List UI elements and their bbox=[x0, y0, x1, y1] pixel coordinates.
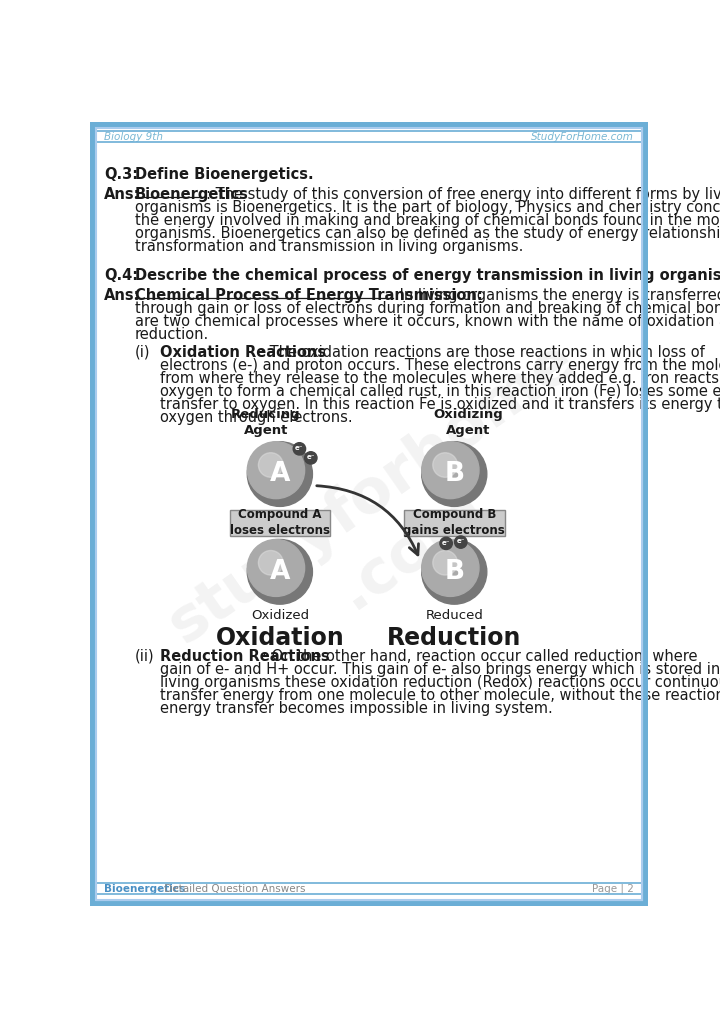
Text: are two chemical processes where it occurs, known with the name of oxidation and: are two chemical processes where it occu… bbox=[135, 314, 720, 329]
Text: Page | 2: Page | 2 bbox=[592, 884, 634, 895]
Text: studyforhome
.com: studyforhome .com bbox=[158, 331, 626, 712]
FancyBboxPatch shape bbox=[230, 510, 330, 536]
Text: Define Bioenergetics.: Define Bioenergetics. bbox=[135, 167, 314, 182]
Text: electrons (e-) and proton occurs. These electrons carry energy from the molecule: electrons (e-) and proton occurs. These … bbox=[160, 357, 720, 373]
Text: Q.3:: Q.3: bbox=[104, 167, 138, 182]
Circle shape bbox=[433, 453, 457, 477]
Text: Reducing
Agent: Reducing Agent bbox=[231, 408, 301, 437]
Text: through gain or loss of electrons during formation and breaking of chemical bond: through gain or loss of electrons during… bbox=[135, 300, 720, 316]
Circle shape bbox=[422, 540, 479, 597]
Text: B: B bbox=[444, 559, 464, 584]
Text: energy transfer becomes impossible in living system.: energy transfer becomes impossible in li… bbox=[160, 701, 552, 717]
Circle shape bbox=[258, 551, 283, 575]
Text: : The oxidation reactions are those reactions in which loss of: : The oxidation reactions are those reac… bbox=[261, 345, 706, 359]
FancyArrowPatch shape bbox=[317, 486, 418, 555]
Circle shape bbox=[433, 551, 457, 575]
Text: (ii): (ii) bbox=[135, 648, 155, 664]
Text: gain of e- and H+ occur. This gain of e- also brings energy which is stored in i: gain of e- and H+ occur. This gain of e-… bbox=[160, 662, 720, 677]
Text: transfer energy from one molecule to other molecule, without these reactions: transfer energy from one molecule to oth… bbox=[160, 688, 720, 703]
Text: organisms is Bioenergetics. It is the part of biology, Physics and chemistry con: organisms is Bioenergetics. It is the pa… bbox=[135, 200, 720, 215]
Text: transformation and transmission in living organisms.: transformation and transmission in livin… bbox=[135, 239, 523, 254]
Circle shape bbox=[422, 442, 479, 499]
Text: Compound B
gains electrons: Compound B gains electrons bbox=[403, 508, 505, 538]
Text: organisms. Bioenergetics can also be defined as the study of energy relationship: organisms. Bioenergetics can also be def… bbox=[135, 226, 720, 241]
Text: e⁻: e⁻ bbox=[307, 454, 315, 460]
Circle shape bbox=[248, 442, 305, 499]
Text: Oxidation Reactions: Oxidation Reactions bbox=[160, 345, 326, 359]
Text: from where they release to the molecules where they added e.g. iron reacts with: from where they release to the molecules… bbox=[160, 371, 720, 386]
Text: Oxidized: Oxidized bbox=[251, 609, 309, 622]
Text: e⁻: e⁻ bbox=[295, 445, 304, 451]
Text: reduction.: reduction. bbox=[135, 327, 210, 342]
Circle shape bbox=[440, 538, 452, 550]
Text: A: A bbox=[270, 461, 290, 487]
Text: Bioenergetics: Bioenergetics bbox=[104, 884, 185, 894]
Text: Describe the chemical process of energy transmission in living organisms.: Describe the chemical process of energy … bbox=[135, 268, 720, 283]
Circle shape bbox=[248, 540, 312, 604]
Text: Oxidizing
Agent: Oxidizing Agent bbox=[433, 408, 503, 437]
Text: : The study of this conversion of free energy into different forms by living: : The study of this conversion of free e… bbox=[206, 187, 720, 202]
Text: transfer to oxygen. In this reaction Fe is oxidized and it transfers its energy : transfer to oxygen. In this reaction Fe … bbox=[160, 397, 720, 412]
Text: B: B bbox=[444, 461, 464, 487]
Text: Ans:: Ans: bbox=[104, 187, 140, 202]
Text: Compound A
loses electrons: Compound A loses electrons bbox=[230, 508, 330, 538]
Circle shape bbox=[248, 540, 305, 597]
Text: Bioenergetics: Bioenergetics bbox=[135, 187, 249, 202]
Text: (i): (i) bbox=[135, 345, 150, 359]
Text: Biology 9th: Biology 9th bbox=[104, 131, 163, 142]
Circle shape bbox=[258, 453, 283, 477]
Text: A: A bbox=[270, 559, 290, 584]
Text: StudyForHome.com: StudyForHome.com bbox=[531, 131, 634, 142]
Text: oxygen to form a chemical called rust, in this reaction iron (Fe) loses some e- : oxygen to form a chemical called rust, i… bbox=[160, 384, 720, 399]
Text: Reduction Reactions: Reduction Reactions bbox=[160, 648, 329, 664]
Text: Reduction: Reduction bbox=[387, 626, 521, 649]
Text: e⁻: e⁻ bbox=[456, 539, 465, 545]
FancyBboxPatch shape bbox=[404, 510, 505, 536]
Circle shape bbox=[422, 442, 487, 506]
Text: the energy involved in making and breaking of chemical bonds found in the molecu: the energy involved in making and breaki… bbox=[135, 213, 720, 228]
Text: In living organisms the energy is transferred: In living organisms the energy is transf… bbox=[395, 288, 720, 302]
Circle shape bbox=[248, 442, 312, 506]
Circle shape bbox=[422, 540, 487, 604]
Circle shape bbox=[305, 452, 317, 464]
Text: e⁻: e⁻ bbox=[442, 540, 451, 546]
Text: Q.4:: Q.4: bbox=[104, 268, 138, 283]
Text: Ans:: Ans: bbox=[104, 288, 140, 302]
Text: Chemical Process of Energy Transmission:: Chemical Process of Energy Transmission: bbox=[135, 288, 482, 302]
Text: living organisms these oxidation reduction (Redox) reactions occur continuously : living organisms these oxidation reducti… bbox=[160, 675, 720, 690]
Text: : On the other hand, reaction occur called reduction, where: : On the other hand, reaction occur call… bbox=[262, 648, 698, 664]
Text: Oxidation: Oxidation bbox=[215, 626, 344, 649]
Circle shape bbox=[293, 443, 305, 455]
Text: oxygen through electrons.: oxygen through electrons. bbox=[160, 410, 352, 426]
Text: Reduced: Reduced bbox=[426, 609, 483, 622]
Text: - Detailed Question Answers: - Detailed Question Answers bbox=[154, 884, 306, 894]
Circle shape bbox=[454, 535, 467, 549]
